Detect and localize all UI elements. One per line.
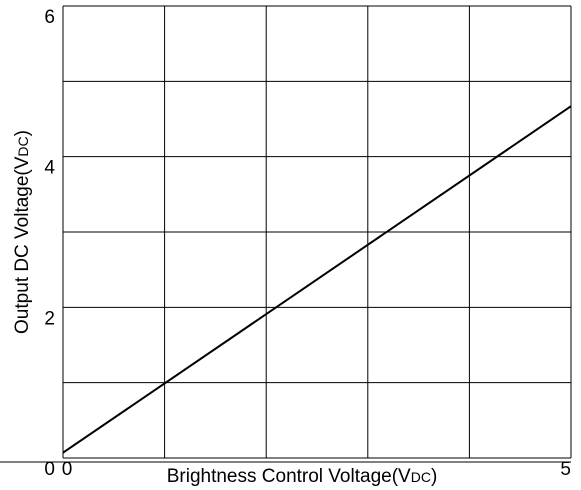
y-tick-label: 4: [44, 158, 55, 179]
y-tick-label: 6: [44, 7, 55, 28]
y-tick-label: 2: [44, 308, 55, 329]
x-tick-label: 5: [560, 459, 571, 480]
y-tick-label: 0: [44, 459, 55, 480]
y-label-main: Output DC Voltage(V: [12, 156, 33, 334]
y-axis-label: Output DC Voltage(VDC): [12, 130, 33, 334]
y-label-sub: DC: [15, 136, 31, 156]
data-line: [62, 105, 572, 454]
x-axis-label: Brightness Control Voltage(VDC): [167, 466, 438, 487]
x-tick-label: 0: [62, 459, 73, 480]
x-label-main: Brightness Control Voltage(V: [167, 466, 411, 487]
x-label-sub: DC: [411, 469, 431, 485]
x-label-end: ): [431, 466, 437, 487]
y-label-end: ): [12, 130, 33, 136]
